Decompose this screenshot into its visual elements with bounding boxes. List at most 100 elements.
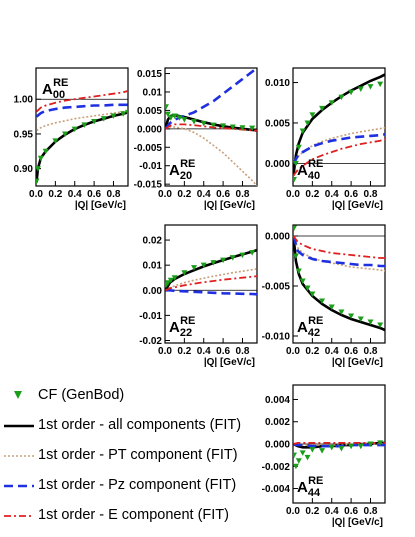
series-line xyxy=(293,138,385,177)
y-tick-label: 0.010 xyxy=(265,78,290,89)
legend: CF (GenBod) 1st order - all components (… xyxy=(0,380,262,530)
y-tick-label: 0.002 xyxy=(265,417,290,428)
y-tick-label: 0.005 xyxy=(137,106,162,117)
series-line xyxy=(36,90,128,113)
plot-area xyxy=(36,90,128,185)
y-tick-label: -0.02 xyxy=(139,336,162,347)
data-point xyxy=(62,131,69,137)
data-point xyxy=(293,253,299,259)
y-tick-label: -0.01 xyxy=(139,311,162,322)
y-tick-label: -0.01 xyxy=(139,161,162,172)
panel-a42: 0.0 0.2 0.4 0.6 0.8|Q| [GeV/c] -0.010 -0.005 0.… xyxy=(262,224,386,368)
series-line xyxy=(293,235,385,332)
legend-label-pt: 1st order - PT component (FIT) xyxy=(38,447,238,463)
data-point xyxy=(293,160,299,167)
data-point xyxy=(210,122,217,129)
x-axis-label: |Q| [GeV/c] xyxy=(332,357,383,368)
series-line xyxy=(165,68,257,130)
y-tick-label: 0.02 xyxy=(143,236,163,247)
x-tick-label: 0.6 xyxy=(216,346,230,357)
plot-area xyxy=(293,73,385,183)
legend-line-pt xyxy=(4,455,34,457)
data-point xyxy=(91,118,98,125)
data-point xyxy=(338,309,345,315)
series-line xyxy=(165,289,257,296)
y-tick-label: 0.000 xyxy=(265,159,290,170)
y-tick-label: 0.004 xyxy=(265,395,290,406)
data-point xyxy=(357,443,364,450)
data-point xyxy=(191,118,198,125)
x-tick-label: 0.6 xyxy=(87,189,101,200)
data-point xyxy=(304,285,311,291)
data-point xyxy=(293,452,297,459)
data-point xyxy=(249,125,256,132)
legend-label-all: 1st order - all components (FIT) xyxy=(38,417,242,433)
data-point xyxy=(309,447,316,453)
x-tick-label: 0.0 xyxy=(29,189,43,200)
data-point xyxy=(319,298,326,304)
data-point xyxy=(167,115,174,121)
y-tick-label: 0.01 xyxy=(143,261,163,272)
data-point xyxy=(377,81,384,88)
data-point xyxy=(229,255,236,261)
panel-label: A42RE xyxy=(297,315,323,339)
x-axis-label: |Q| [GeV/c] xyxy=(75,200,126,211)
panel-label: A22RE xyxy=(169,315,195,339)
panel-a22: 0.0 0.2 0.4 0.6 0.8|Q| [GeV/c] -0.02 -0.01 0.00… xyxy=(139,224,258,368)
data-point xyxy=(181,117,188,123)
panel-label: A00RE xyxy=(42,77,68,101)
y-tick-label: 0.005 xyxy=(265,118,290,129)
x-tick-label: 0.2 xyxy=(305,346,319,357)
legend-marker-cf xyxy=(14,391,22,399)
legend-line-pz xyxy=(4,484,34,488)
data-point xyxy=(36,178,40,185)
x-tick-label: 0.8 xyxy=(364,346,378,357)
data-point xyxy=(295,144,302,151)
y-tick-label: 0.95 xyxy=(14,129,34,140)
series-line xyxy=(293,235,385,268)
x-tick-label: 0.2 xyxy=(177,189,191,200)
y-tick-label: -0.015 xyxy=(134,180,163,191)
y-tick-label: 0.90 xyxy=(14,164,34,175)
panel-a20: 0.0 0.2 0.4 0.6 0.8|Q| [GeV/c] -0.015 -0.01 -0.… xyxy=(134,67,258,211)
data-point xyxy=(200,120,207,127)
data-point xyxy=(328,100,335,106)
data-point xyxy=(165,104,169,110)
data-point xyxy=(293,177,297,183)
panel-a40: 0.0 0.2 0.4 0.6 0.8|Q| [GeV/c] 0.000 0.005 0.01… xyxy=(265,67,386,211)
y-tick-label: -0.004 xyxy=(262,484,291,495)
data-point xyxy=(367,441,374,447)
data-point xyxy=(100,116,107,122)
y-tick-label: -0.010 xyxy=(262,332,291,343)
data-point xyxy=(239,125,246,131)
data-point xyxy=(348,313,355,319)
x-tick-label: 0.0 xyxy=(286,346,300,357)
data-point xyxy=(367,84,374,90)
x-tick-label: 0.8 xyxy=(107,189,121,200)
x-axis-label: |Q| [GeV/c] xyxy=(204,200,255,211)
data-point xyxy=(348,443,355,450)
legend-entry-pz: 1st order - Pz component (FIT) xyxy=(4,474,262,498)
panel-label: A40RE xyxy=(297,158,323,182)
x-tick-label: 0.2 xyxy=(177,346,191,357)
series-line xyxy=(293,235,385,259)
series-line xyxy=(293,442,385,448)
data-point xyxy=(42,148,49,155)
series-line xyxy=(165,126,257,186)
series-line xyxy=(293,133,385,165)
data-point xyxy=(293,225,297,231)
data-point xyxy=(52,138,59,144)
y-tick-label: 0.000 xyxy=(137,124,162,135)
x-tick-label: 0.6 xyxy=(344,506,358,517)
panel-label: A20RE xyxy=(169,158,195,182)
x-tick-label: 0.4 xyxy=(197,346,211,357)
data-point xyxy=(357,86,364,93)
y-tick-label: 0.000 xyxy=(265,440,290,451)
panel-label: A44RE xyxy=(297,475,323,499)
y-tick-label: 0.015 xyxy=(137,69,162,80)
x-tick-label: 0.2 xyxy=(305,506,319,517)
data-point xyxy=(295,458,302,464)
legend-entry-pt: 1st order - PT component (FIT) xyxy=(4,444,262,468)
data-point xyxy=(309,291,316,297)
